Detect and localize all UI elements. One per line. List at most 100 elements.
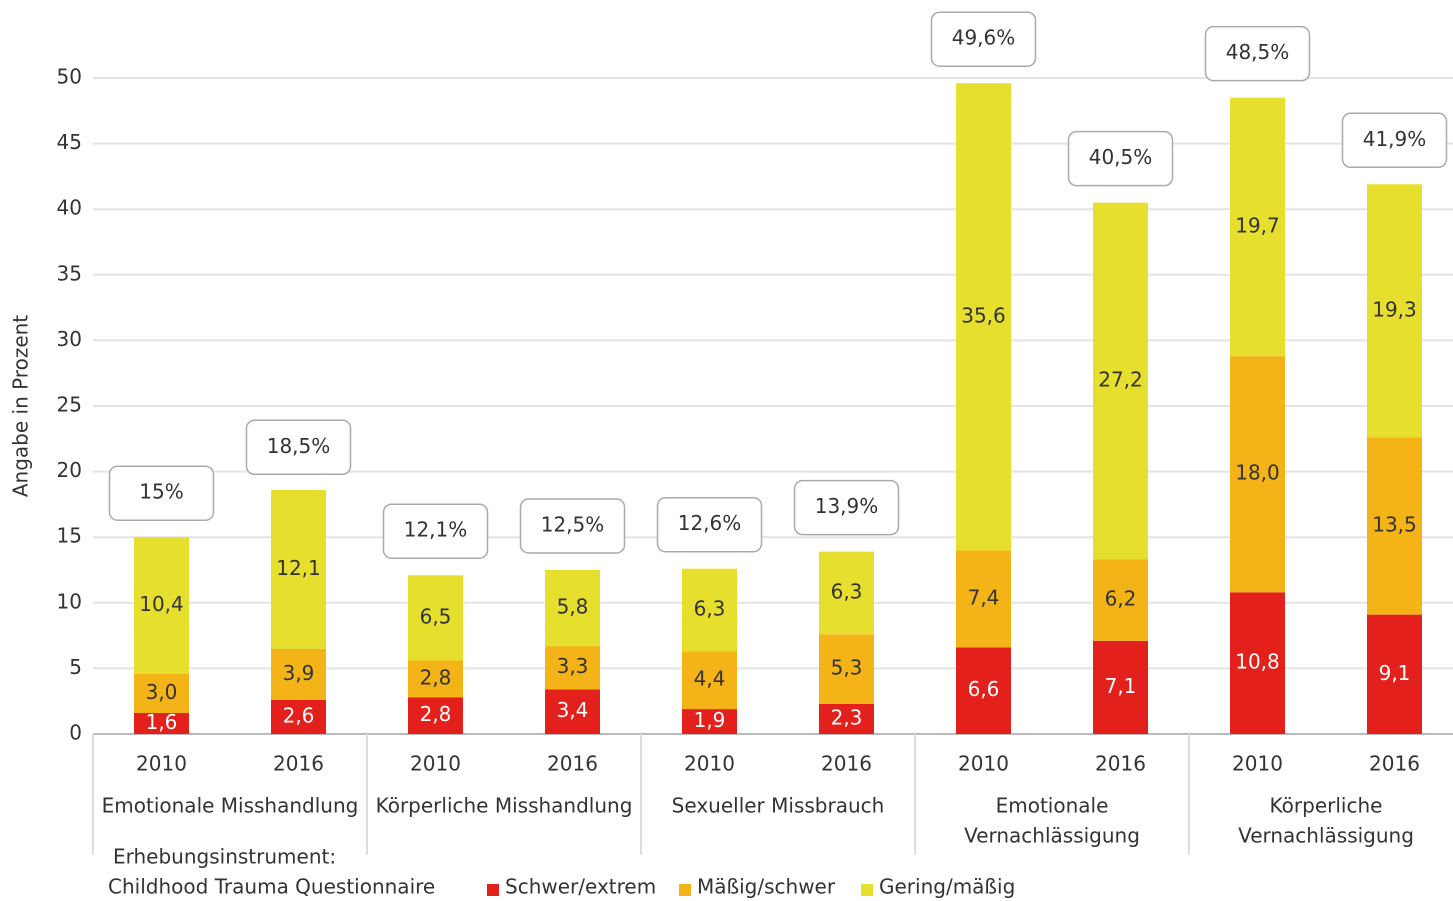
group-label: Emotionale	[996, 794, 1109, 818]
group-label: Vernachlässigung	[964, 824, 1140, 848]
bar-segment	[271, 699, 326, 734]
bar-segment	[408, 660, 463, 698]
total-label: 48,5%	[1226, 40, 1290, 64]
value-label: 19,3	[1372, 297, 1417, 321]
group-label: Vernachlässigung	[1238, 824, 1414, 848]
value-label: 6,3	[831, 579, 863, 603]
total-box	[1204, 25, 1311, 82]
y-tick-label: 20	[57, 458, 82, 482]
bar-segment	[1230, 97, 1285, 357]
value-label: 35,6	[961, 303, 1006, 327]
value-label: 5,3	[831, 656, 863, 680]
note: Childhood Trauma Questionnaire	[108, 875, 435, 899]
value-label: 3,3	[557, 654, 589, 678]
value-label: 7,4	[968, 585, 1000, 609]
x-tick-label: 2016	[1095, 752, 1146, 776]
bar-segment	[682, 651, 737, 710]
bar-segment	[682, 568, 737, 652]
note: Erhebungsinstrument:	[113, 845, 336, 869]
legend-label: Mäßig/schwer	[697, 875, 836, 899]
bar-segment	[1367, 614, 1422, 734]
value-label: 3,9	[283, 661, 315, 685]
total-box	[656, 496, 763, 553]
y-tick-label: 5	[69, 655, 82, 679]
y-tick-label: 35	[57, 261, 82, 285]
value-label: 1,9	[694, 708, 726, 732]
bar-segment	[408, 575, 463, 661]
bar-segment	[134, 537, 189, 674]
value-label: 12,1	[276, 556, 321, 580]
bar-segment	[1093, 640, 1148, 734]
total-box	[1341, 112, 1448, 169]
bar-segment	[1367, 437, 1422, 615]
group-label: Sexueller Missbrauch	[672, 794, 885, 818]
value-label: 2,8	[420, 665, 452, 689]
y-tick-label: 45	[57, 130, 82, 154]
bar-segment	[819, 703, 874, 734]
value-label: 9,1	[1379, 661, 1411, 685]
value-label: 4,4	[694, 667, 726, 691]
y-tick-label: 0	[69, 721, 82, 745]
total-box	[245, 419, 352, 476]
total-label: 12,5%	[541, 513, 605, 537]
value-label: 6,2	[1105, 587, 1137, 611]
x-tick-label: 2010	[684, 752, 735, 776]
total-label: 18,5%	[267, 434, 331, 458]
bar-segment	[545, 646, 600, 690]
value-label: 6,3	[694, 597, 726, 621]
value-label: 2,3	[831, 705, 863, 729]
bar-segment	[545, 689, 600, 734]
bar-segment	[134, 673, 189, 714]
value-label: 2,8	[420, 702, 452, 726]
value-label: 27,2	[1098, 368, 1143, 392]
value-label: 6,6	[968, 677, 1000, 701]
bar-segment	[1367, 184, 1422, 438]
bar-segment	[1093, 202, 1148, 560]
bar-segment	[545, 570, 600, 647]
value-label: 2,6	[283, 703, 315, 727]
value-label: 5,8	[557, 595, 589, 619]
total-box	[108, 465, 215, 521]
total-box	[793, 479, 900, 536]
x-tick-label: 2010	[958, 752, 1009, 776]
bar-segment	[1093, 559, 1148, 641]
bar-segment	[819, 634, 874, 704]
y-tick-label: 50	[57, 65, 82, 89]
value-label: 10,4	[139, 592, 184, 616]
bar-segment	[1230, 592, 1285, 734]
x-tick-label: 2016	[547, 752, 598, 776]
bar-segment	[271, 489, 326, 649]
y-tick-label: 15	[57, 524, 82, 548]
legend-label: Schwer/extrem	[505, 875, 656, 899]
legend-label: Gering/mäßig	[879, 875, 1015, 899]
bar-segment	[271, 648, 326, 700]
group-label: Körperliche Misshandlung	[376, 794, 633, 818]
legend-swatch	[861, 884, 873, 896]
total-label: 40,5%	[1089, 145, 1153, 169]
y-tick-label: 25	[57, 393, 82, 417]
value-label: 13,5	[1372, 513, 1417, 537]
total-label: 12,6%	[678, 511, 742, 535]
total-box	[1067, 130, 1174, 187]
x-tick-label: 2016	[821, 752, 872, 776]
x-tick-label: 2016	[1369, 752, 1420, 776]
y-tick-label: 10	[57, 589, 82, 613]
value-label: 10,8	[1235, 650, 1280, 674]
bar-segment	[408, 697, 463, 734]
value-label: 3,0	[146, 680, 178, 704]
group-label: Körperliche	[1270, 794, 1383, 818]
total-box	[930, 11, 1037, 67]
value-label: 6,5	[420, 604, 452, 628]
group-label: Emotionale Misshandlung	[102, 794, 359, 818]
value-label: 7,1	[1105, 674, 1137, 698]
bar-segment	[1230, 356, 1285, 593]
bar-segment	[819, 551, 874, 635]
value-label: 18,0	[1235, 461, 1280, 485]
bar-segment	[956, 550, 1011, 648]
bar-segment	[956, 83, 1011, 551]
value-label: 1,6	[146, 710, 178, 734]
bar-segment	[134, 713, 189, 734]
total-label: 15%	[139, 480, 183, 504]
total-box	[382, 503, 489, 559]
